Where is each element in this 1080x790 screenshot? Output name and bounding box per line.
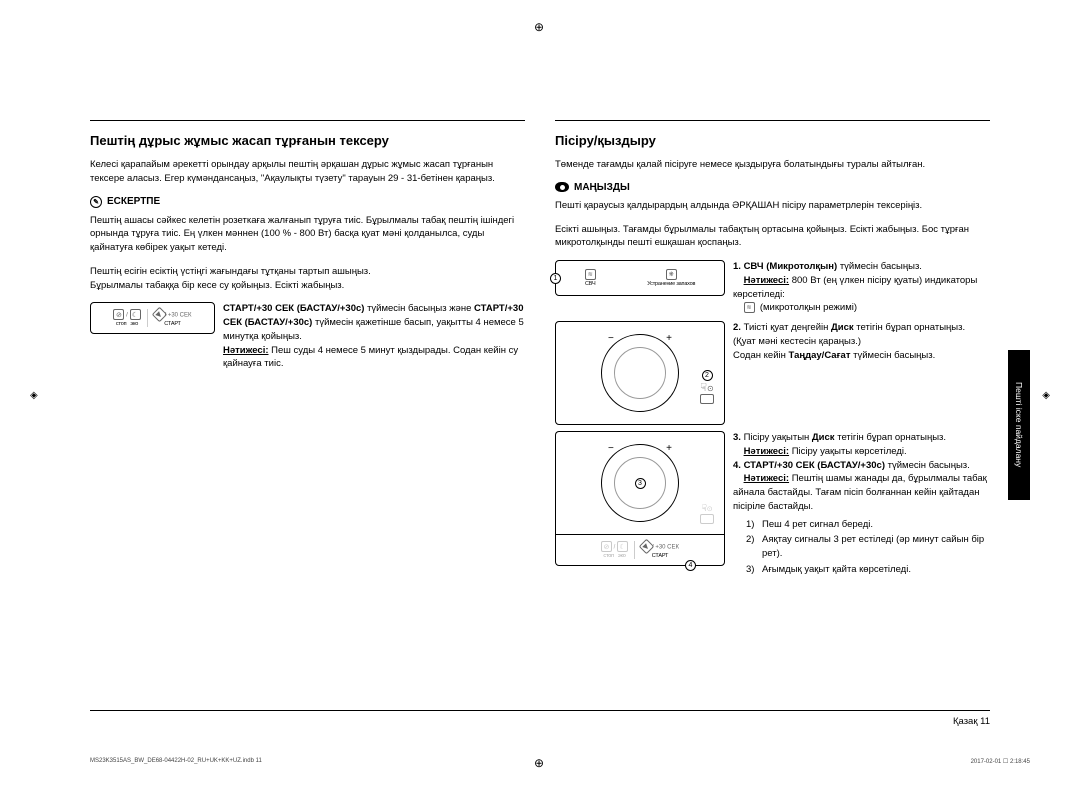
- important-text: Пешті қараусыз қалдырардың алдында ӘРҚАШ…: [555, 199, 990, 213]
- note-paragraph-2: Пештің есігін есіктің үстіңгі жағындағы …: [90, 265, 525, 293]
- step2-row: − + 2 ☟⊙ 2. Тиісті қуат деңгейін Диск те…: [555, 321, 990, 425]
- eco-label: эко: [130, 321, 138, 327]
- s4b: түймесін басыңыз.: [885, 460, 970, 471]
- display-icon: [700, 394, 714, 404]
- step1-diagram: ≋ СВЧ ❋ Устранение запахов 1: [555, 260, 725, 296]
- s4rl: Нәтижесі:: [744, 473, 790, 484]
- s3rl: Нәтижесі:: [744, 446, 790, 457]
- page-footer: Қазақ 11: [90, 716, 990, 727]
- registration-mark-left: ◈: [30, 390, 38, 401]
- registration-mark-right: ◈: [1042, 390, 1050, 401]
- eco-icon-2: ☾: [617, 541, 628, 552]
- footnote-list: 1)Пеш 4 рет сигнал береді. 2)Аяқтау сигн…: [733, 518, 990, 577]
- s3c: тетігін бұрап орнатыңыз.: [835, 432, 946, 443]
- s2b: Диск: [831, 322, 854, 333]
- left-intro: Келесі қарапайым әрекетті орындау арқылы…: [90, 158, 525, 186]
- dial-minus-2: −: [608, 443, 614, 454]
- crop-mark-top: ⊕: [534, 20, 544, 34]
- plus30-label-2: / +30 СЕК: [652, 545, 679, 551]
- page-content: Пештің дұрыс жұмыс жасап тұрғанын тексер…: [90, 120, 990, 579]
- stop-icon: ⊘: [113, 309, 124, 320]
- note-heading: ✎ ЕСКЕРТПЕ: [90, 196, 525, 208]
- stop-label-2: стоп: [603, 553, 613, 559]
- side-tab: Пешті іске пайдалану: [1008, 350, 1030, 500]
- display-icon-2: [700, 514, 714, 524]
- open-text: Есікті ашыңыз. Тағамды бұрылмалы табақты…: [555, 223, 990, 251]
- dial-minus: −: [608, 333, 614, 344]
- mode-icon: ≋: [744, 302, 755, 313]
- step34-row: − + 3 ☟⊙ ⊘ / ☾ стоп: [555, 431, 990, 579]
- fn1: Пеш 4 рет сигнал береді.: [762, 518, 873, 532]
- footer-rule: [90, 710, 990, 711]
- s2d: Таңдау/Сағат: [789, 350, 851, 361]
- step1-row: ≋ СВЧ ❋ Устранение запахов 1 1. СВЧ (Мик…: [555, 260, 990, 315]
- fineprint-right: 2017-02-01 ☐ 2:18:45: [971, 758, 1030, 765]
- fineprint-left: MS23K3515AS_BW_DE68-04422H-02_RU+UK+KK+U…: [90, 758, 262, 764]
- s3r: Пісіру уақыты көрсетіледі.: [792, 446, 907, 457]
- step1-mode: (микротолқын режимі): [760, 302, 857, 313]
- note-paragraph-1: Пештің ашасы сәйкес келетін розеткаға жа…: [90, 214, 525, 255]
- step-marker-3: 3: [635, 478, 646, 489]
- control-panel-diagram-left: ⊘ / ☾ стоп эко ▶/ +30 СЕК СТАРТ: [90, 302, 215, 334]
- dial-plus-2: +: [666, 443, 672, 454]
- fn2: Аяқтау сигналы 3 рет естіледі (әр минут …: [762, 533, 990, 561]
- plus30-label: / +30 СЕК: [165, 313, 192, 319]
- stop-label: стоп: [116, 321, 126, 327]
- s2a: Тиісті қуат деңгейін: [744, 322, 831, 333]
- left-panel-row: ⊘ / ☾ стоп эко ▶/ +30 СЕК СТАРТ СТАРТ/+3…: [90, 302, 525, 371]
- step1-result-label: Нәтижесі:: [744, 275, 790, 286]
- step3-diagram: − + 3 ☟⊙: [555, 431, 725, 534]
- step1-tail: түймесін басыңыз.: [837, 261, 922, 272]
- s2e: түймесін басыңыз.: [850, 350, 935, 361]
- s4a: СТАРТ/+30 СЕК (БАСТАУ/+30с): [744, 460, 885, 471]
- left-instruction: СТАРТ/+30 СЕК (БАСТАУ/+30с) түймесін бас…: [223, 302, 525, 371]
- note-icon: ✎: [90, 196, 102, 208]
- note-label: ЕСКЕРТПЕ: [107, 196, 160, 207]
- step34-text: 3. Пісіру уақытын Диск тетігін бұрап орн…: [733, 431, 990, 579]
- start-icon: ▶: [151, 307, 167, 323]
- right-column: Пісіру/қыздыру Төменде тағамды қалай піс…: [555, 120, 990, 579]
- right-intro: Төменде тағамды қалай пісіруге немесе қы…: [555, 158, 990, 172]
- left-column: Пештің дұрыс жұмыс жасап тұрғанын тексер…: [90, 120, 525, 579]
- step2-diagram: − + 2 ☟⊙: [555, 321, 725, 425]
- step34-diagram-stack: − + 3 ☟⊙ ⊘ / ☾ стоп: [555, 431, 725, 566]
- eco-icon: ☾: [130, 309, 141, 320]
- deodorize-icon: ❋: [666, 269, 677, 280]
- fn3: Ағымдық уақыт қайта көрсетіледі.: [762, 563, 911, 577]
- dial-icon: − +: [601, 334, 679, 412]
- svch-label: СВЧ: [585, 281, 596, 287]
- eco-label-2: эко: [618, 553, 626, 559]
- step4-diagram: ⊘ / ☾ стоп эко ▶/ +30 СЕК СТАРТ 4: [555, 534, 725, 566]
- right-title: Пісіру/қыздыру: [555, 133, 990, 148]
- step2-text: 2. Тиісті қуат деңгейін Диск тетігін бұр…: [733, 321, 990, 362]
- dial-plus: +: [666, 333, 672, 344]
- left-title: Пештің дұрыс жұмыс жасап тұрғанын тексер…: [90, 133, 525, 148]
- clear-label: Устранение запахов: [647, 281, 695, 287]
- s3b: Диск: [812, 432, 835, 443]
- s3a: Пісіру уақытын: [744, 432, 812, 443]
- important-heading: МАҢЫЗДЫ: [555, 182, 990, 193]
- section-rule: [90, 120, 525, 121]
- step-marker-1: 1: [550, 273, 561, 284]
- crop-mark-bottom: ⊕: [534, 756, 544, 770]
- microwave-icon: ≋: [585, 269, 596, 280]
- start-label-2: СТАРТ: [641, 553, 679, 559]
- step-marker-4: 4: [685, 560, 696, 571]
- start-icon-2: ▶: [639, 539, 655, 555]
- step1-bold: СВЧ (Микротолқын): [744, 261, 838, 272]
- start-label: СТАРТ: [154, 321, 192, 327]
- section-rule-right: [555, 120, 990, 121]
- step1-text: 1. СВЧ (Микротолқын) түймесін басыңыз. Н…: [733, 260, 990, 315]
- step-marker-2: 2: [702, 370, 713, 381]
- stop-icon-2: ⊘: [601, 541, 612, 552]
- hand-icon: ☟: [700, 382, 707, 394]
- important-label: МАҢЫЗДЫ: [574, 182, 630, 193]
- important-icon: [555, 182, 569, 192]
- dial-icon-2: − + 3: [601, 444, 679, 522]
